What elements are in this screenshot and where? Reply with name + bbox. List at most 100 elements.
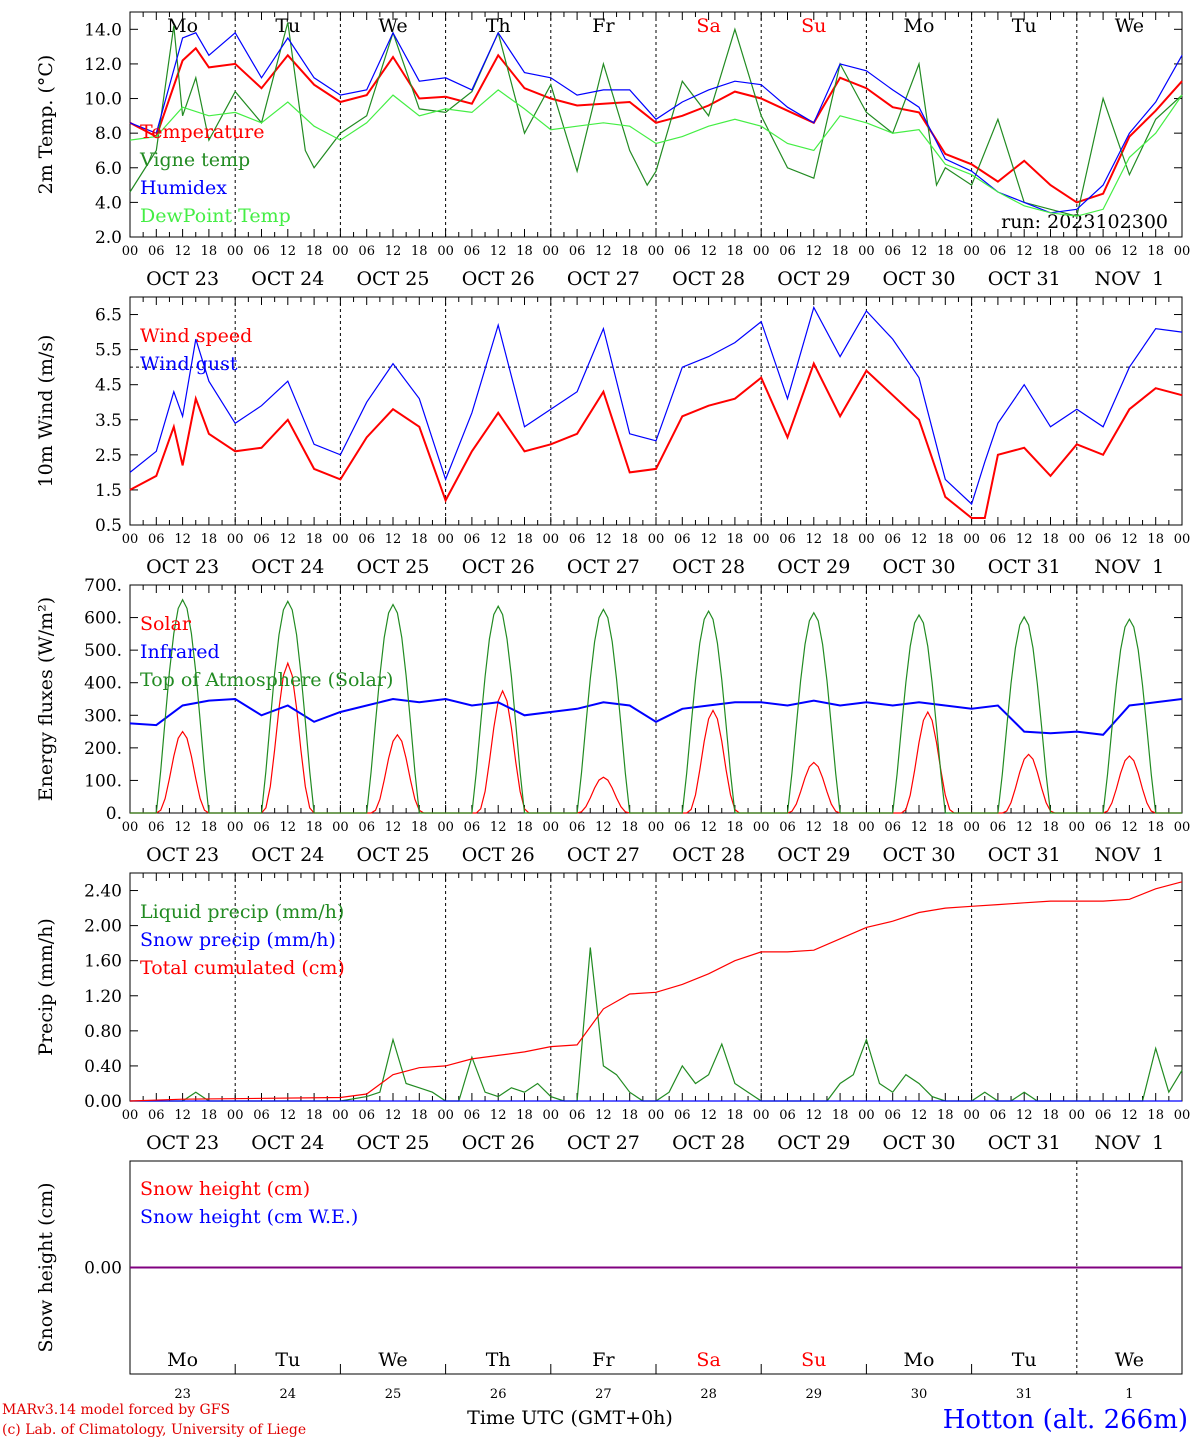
- hour-tick-label: 18: [201, 820, 218, 835]
- weekday-label: Sa: [696, 1349, 720, 1371]
- hour-tick-label: 18: [1042, 820, 1059, 835]
- hour-tick-label: 00: [1174, 820, 1191, 835]
- hour-tick-label: 06: [569, 532, 586, 547]
- hour-tick-label: 12: [1121, 1108, 1138, 1123]
- hour-tick-label: 18: [201, 532, 218, 547]
- hour-tick-label: 12: [1121, 244, 1138, 259]
- footer: MARv3.14 model forced by GFS (c) Lab. of…: [2, 1402, 1188, 1438]
- date-label: OCT 30: [882, 1132, 955, 1154]
- hour-tick-label: 18: [937, 244, 954, 259]
- weekday-label: We: [378, 15, 407, 37]
- weekday-label: Th: [486, 1349, 511, 1371]
- hour-tick-label: 18: [201, 1108, 218, 1123]
- hour-tick-label: 12: [700, 532, 717, 547]
- hour-tick-label: 06: [884, 1108, 901, 1123]
- hour-tick-label: 18: [411, 820, 428, 835]
- date-label: OCT 28: [672, 844, 745, 866]
- weekday-label: Su: [801, 1349, 826, 1371]
- y-tick-label: 2.40: [84, 882, 122, 902]
- hour-tick-label: 00: [753, 1108, 770, 1123]
- y-tick-label: 500.: [84, 641, 122, 661]
- hour-tick-label: 06: [253, 1108, 270, 1123]
- legend-entry: Vigne temp: [139, 149, 250, 171]
- hour-tick-label: 00: [753, 532, 770, 547]
- hour-tick-label: 18: [937, 820, 954, 835]
- hour-tick-label: 12: [385, 532, 402, 547]
- hour-tick-label: 18: [832, 244, 849, 259]
- hour-tick-label: 06: [884, 532, 901, 547]
- hour-tick-label: 00: [1069, 820, 1086, 835]
- y-tick-label: 4.5: [95, 376, 122, 396]
- hour-tick-label: 12: [700, 244, 717, 259]
- date-label: OCT 27: [567, 268, 640, 290]
- series-line: [130, 598, 1182, 814]
- day-number-label: 25: [385, 1387, 402, 1402]
- hour-tick-label: 18: [621, 532, 638, 547]
- hour-tick-label: 12: [1121, 532, 1138, 547]
- hour-tick-label: 06: [779, 244, 796, 259]
- hour-tick-label: 12: [280, 820, 297, 835]
- hour-tick-label: 12: [1016, 820, 1033, 835]
- hour-tick-label: 12: [595, 1108, 612, 1123]
- hour-tick-label: 12: [174, 244, 191, 259]
- hour-tick-label: 12: [490, 1108, 507, 1123]
- hour-tick-label: 18: [306, 820, 323, 835]
- hour-tick-label: 18: [1147, 244, 1164, 259]
- hour-tick-label: 00: [437, 244, 454, 259]
- hour-tick-label: 00: [332, 1108, 349, 1123]
- hour-tick-label: 18: [516, 244, 533, 259]
- hour-tick-label: 12: [280, 244, 297, 259]
- series-line: [129, 89, 1183, 217]
- legend-entry: Wind speed: [140, 325, 252, 347]
- weekday-label: We: [378, 1349, 407, 1371]
- hour-tick-label: 06: [569, 244, 586, 259]
- hour-tick-label: 06: [464, 820, 481, 835]
- hour-tick-label: 00: [1069, 244, 1086, 259]
- weekday-label: Sa: [696, 15, 720, 37]
- hour-tick-label: 00: [437, 532, 454, 547]
- hour-tick-label: 18: [1042, 532, 1059, 547]
- hour-tick-label: 06: [358, 820, 375, 835]
- hour-tick-label: 00: [122, 244, 139, 259]
- hour-tick-label: 06: [990, 1108, 1007, 1123]
- hour-tick-label: 12: [806, 820, 823, 835]
- day-number-label: 31: [1016, 1387, 1033, 1402]
- hour-tick-label: 18: [1147, 820, 1164, 835]
- y-tick-label: 0.: [106, 804, 122, 824]
- copyright-credit: (c) Lab. of Climatology, University of L…: [2, 1422, 306, 1438]
- hour-tick-label: 18: [201, 244, 218, 259]
- date-label: OCT 24: [251, 556, 324, 578]
- date-label: OCT 30: [882, 268, 955, 290]
- hour-tick-label: 00: [753, 820, 770, 835]
- date-label: OCT 28: [672, 556, 745, 578]
- legend-entry: Snow height (cm): [140, 1178, 310, 1200]
- hour-tick-label: 06: [990, 820, 1007, 835]
- hour-tick-label: 06: [990, 532, 1007, 547]
- hour-tick-label: 06: [148, 532, 165, 547]
- hour-tick-label: 12: [595, 820, 612, 835]
- hour-tick-label: 00: [437, 1108, 454, 1123]
- hour-tick-label: 18: [516, 820, 533, 835]
- weekday-label: Su: [801, 15, 826, 37]
- y-tick-label: 100.: [84, 771, 122, 791]
- day-number-label: 26: [490, 1387, 507, 1402]
- day-number-label: 28: [700, 1387, 717, 1402]
- hour-tick-label: 06: [253, 244, 270, 259]
- hour-tick-label: 18: [411, 1108, 428, 1123]
- y-tick-label: 200.: [84, 739, 122, 759]
- date-label: OCT 28: [672, 268, 745, 290]
- hour-tick-label: 12: [385, 820, 402, 835]
- legend-entry: Humidex: [140, 177, 227, 199]
- hour-tick-label: 12: [280, 532, 297, 547]
- legend-entry: Infrared: [140, 641, 220, 663]
- hour-tick-label: 00: [227, 820, 244, 835]
- hour-tick-label: 12: [385, 244, 402, 259]
- y-tick-label: 2.0: [95, 228, 122, 248]
- legend-entry: Snow height (cm W.E.): [140, 1206, 358, 1228]
- hour-tick-label: 12: [806, 1108, 823, 1123]
- hour-tick-label: 12: [1016, 532, 1033, 547]
- weekday-label: Fr: [592, 15, 615, 37]
- hour-tick-label: 00: [543, 820, 560, 835]
- hour-tick-label: 06: [1095, 532, 1112, 547]
- legend-entry: Snow precip (mm/h): [140, 929, 336, 951]
